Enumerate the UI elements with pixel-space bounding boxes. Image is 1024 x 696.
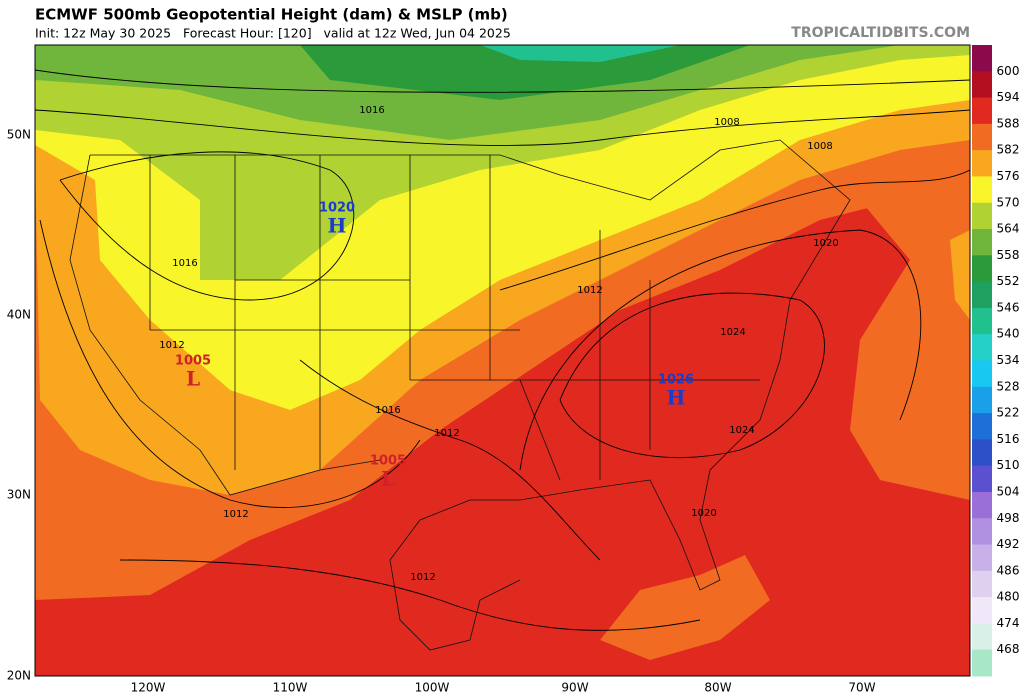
colorbar-cell xyxy=(972,544,992,572)
isobar-label: 1012 xyxy=(577,285,602,296)
overlay: 600 594 588 582 576 570 564 558 552 546 540 534 528 5… xyxy=(7,45,1020,695)
colorbar-label: 588 xyxy=(997,116,1020,130)
isobar-label: 1008 xyxy=(714,117,739,128)
colorbar-label: 486 xyxy=(997,563,1020,577)
colorbar-cell xyxy=(972,255,992,283)
pressure-center: H xyxy=(328,214,347,238)
isobar-label: 1016 xyxy=(375,405,400,416)
colorbar-label: 516 xyxy=(997,432,1020,446)
colorbar-cell xyxy=(972,439,992,467)
colorbar-label: 534 xyxy=(997,353,1020,367)
colorbar-label: 498 xyxy=(997,511,1020,525)
colorbar-cell xyxy=(972,386,992,414)
lat-label: 20N xyxy=(7,669,31,683)
colorbar-cell xyxy=(972,649,992,677)
pressure-value: 1005 xyxy=(175,354,211,369)
pressure-center: L xyxy=(381,467,395,491)
title: ECMWF 500mb Geopotential Height (dam) & … xyxy=(35,6,508,24)
colorbar-cell xyxy=(972,570,992,598)
colorbar-cell xyxy=(972,360,992,388)
isobar-label: 1016 xyxy=(172,258,197,269)
isobar-label: 1012 xyxy=(223,509,248,520)
colorbar-cell xyxy=(972,518,992,546)
colorbar-cell xyxy=(972,491,992,519)
lat-label: 50N xyxy=(7,128,31,142)
colorbar-label: 540 xyxy=(997,327,1020,341)
credit: TROPICALTIDBITS.COM xyxy=(791,25,970,41)
colorbar-cell xyxy=(972,597,992,624)
colorbar-label: 528 xyxy=(997,379,1020,393)
colorbar-label: 558 xyxy=(997,248,1020,262)
isobar-label: 1024 xyxy=(729,425,754,436)
colorbar-label: 594 xyxy=(997,90,1020,104)
lon-label: 110W xyxy=(273,681,308,695)
colorbar-label: 504 xyxy=(997,484,1020,498)
subtitle: Init: 12z May 30 2025 Forecast Hour: [12… xyxy=(35,26,511,41)
colorbar-cell xyxy=(972,71,992,99)
colorbar-cell xyxy=(972,202,992,230)
isobar-label: 1012 xyxy=(410,572,435,583)
lon-label: 120W xyxy=(131,681,166,695)
pressure-center: H xyxy=(667,386,686,410)
isobar-label: 1012 xyxy=(159,340,184,351)
colorbar-cell xyxy=(972,150,992,177)
height-fill xyxy=(35,45,970,676)
colorbar-label: 582 xyxy=(997,143,1020,157)
colorbar-label: 474 xyxy=(997,616,1020,630)
lon-label: 80W xyxy=(704,681,731,695)
colorbar-cell xyxy=(972,123,992,151)
lon-label: 100W xyxy=(415,681,450,695)
pressure-value: 1020 xyxy=(319,201,355,216)
colorbar-cell xyxy=(972,334,992,361)
isobar-label: 1016 xyxy=(359,105,384,116)
colorbar-label: 576 xyxy=(997,169,1020,183)
isobar-label: 1024 xyxy=(720,327,745,338)
lat-label: 30N xyxy=(7,488,31,502)
colorbar-label: 468 xyxy=(997,642,1020,656)
colorbar-label: 552 xyxy=(997,274,1020,288)
isobar-label: 1008 xyxy=(807,141,832,152)
colorbar-label: 546 xyxy=(997,300,1020,314)
pressure-value: 1005 xyxy=(370,454,406,469)
colorbar-cell xyxy=(972,307,992,335)
isobar-label: 1012 xyxy=(434,428,459,439)
lat-label: 40N xyxy=(7,308,31,322)
pressure-value: 1026 xyxy=(658,373,694,388)
lon-label: 90W xyxy=(561,681,588,695)
pressure-center: L xyxy=(186,367,200,391)
colorbar-label: 564 xyxy=(997,222,1020,236)
isobar-label: 1020 xyxy=(691,508,716,519)
colorbar-label: 522 xyxy=(997,406,1020,420)
colorbar-label: 480 xyxy=(997,590,1020,604)
colorbar-cell xyxy=(972,45,992,72)
colorbar-cell xyxy=(972,229,992,256)
colorbar-label: 510 xyxy=(997,458,1020,472)
colorbar-cell xyxy=(972,413,992,440)
colorbar-cell xyxy=(972,176,992,204)
colorbar-label: 492 xyxy=(997,537,1020,551)
map-frame xyxy=(34,44,971,677)
colorbar-cell xyxy=(972,97,992,125)
colorbar-cell xyxy=(972,623,992,651)
isobar-label: 1020 xyxy=(813,238,838,249)
colorbar-cell xyxy=(972,465,992,493)
colorbar-label: 600 xyxy=(997,64,1020,78)
lon-label: 70W xyxy=(848,681,875,695)
colorbar-cell xyxy=(972,281,992,309)
colorbar-label: 570 xyxy=(997,195,1020,209)
